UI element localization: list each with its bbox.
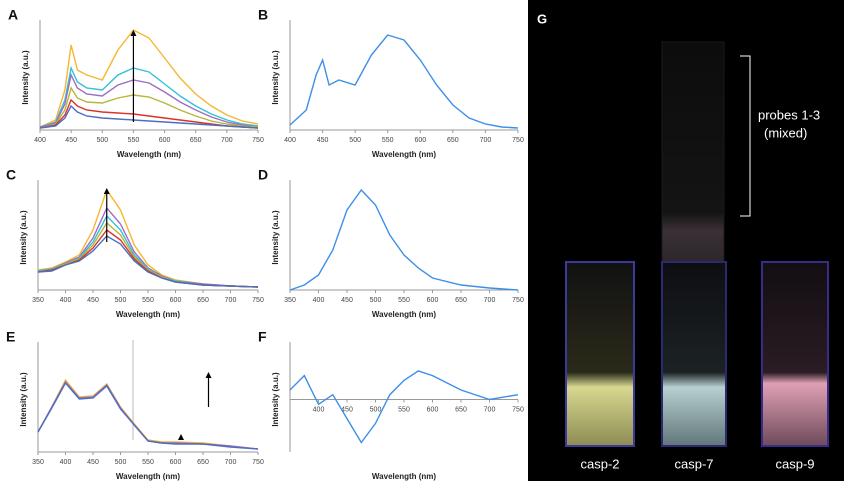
x-tick-label: 650 <box>197 297 209 304</box>
x-tick-label: 350 <box>32 459 44 466</box>
spectrum-line <box>37 381 259 450</box>
y-axis-label: Intensity (a.u.) <box>271 210 280 265</box>
x-tick-label: 550 <box>382 137 394 144</box>
x-tick-label: 500 <box>349 137 361 144</box>
x-tick-label: 700 <box>225 459 237 466</box>
y-axis-label: Intensity (a.u.) <box>19 210 28 265</box>
x-tick-label: 550 <box>398 406 410 413</box>
arrow-head <box>178 434 184 440</box>
spectrum-line <box>37 206 259 288</box>
x-axis-label: Wavelength (nm) <box>372 472 436 481</box>
x-tick-label: 550 <box>142 297 154 304</box>
x-tick-label: 700 <box>225 297 237 304</box>
panel-label: D <box>258 167 268 183</box>
x-tick-label: 500 <box>370 406 382 413</box>
spectrum-line <box>289 188 519 291</box>
y-axis-label: Intensity (a.u.) <box>21 50 30 105</box>
panel-label: C <box>6 167 16 183</box>
arrow-head <box>205 372 212 378</box>
x-tick-label: 600 <box>427 297 439 304</box>
cuvette <box>565 261 635 447</box>
x-tick-label: 550 <box>142 459 154 466</box>
x-tick-label: 600 <box>159 137 171 144</box>
y-axis-label: Intensity (a.u.) <box>271 50 280 105</box>
caption: casp-9 <box>775 456 814 471</box>
x-tick-label: 750 <box>512 137 524 144</box>
panel-label: F <box>258 329 267 345</box>
x-tick-label: 350 <box>284 297 296 304</box>
x-axis-label: Wavelength (nm) <box>117 150 181 159</box>
x-tick-label: 650 <box>455 297 467 304</box>
cuvette <box>661 41 725 305</box>
x-tick-label: 650 <box>190 137 202 144</box>
x-tick-label: 500 <box>370 297 382 304</box>
x-tick-label: 400 <box>60 459 72 466</box>
arrow-head <box>103 188 110 194</box>
x-tick-label: 750 <box>512 406 524 413</box>
cuvette <box>761 261 829 447</box>
x-tick-label: 450 <box>87 459 99 466</box>
x-axis-label: Wavelength (nm) <box>372 150 436 159</box>
x-tick-label: 350 <box>32 297 44 304</box>
x-tick-label: 450 <box>341 297 353 304</box>
x-tick-label: 450 <box>317 137 329 144</box>
x-tick-label: 600 <box>170 459 182 466</box>
x-tick-label: 400 <box>313 406 325 413</box>
y-axis-label: Intensity (a.u.) <box>19 372 28 427</box>
x-axis-label: Wavelength (nm) <box>116 472 180 481</box>
x-tick-label: 600 <box>414 137 426 144</box>
caption: casp-2 <box>580 456 619 471</box>
x-tick-label: 400 <box>34 137 46 144</box>
x-tick-label: 550 <box>398 297 410 304</box>
x-tick-label: 650 <box>447 137 459 144</box>
x-tick-label: 550 <box>128 137 140 144</box>
caption: casp-7 <box>674 456 713 471</box>
x-tick-label: 400 <box>284 137 296 144</box>
spectrum-line <box>37 214 259 288</box>
spectrum-line <box>37 221 259 288</box>
panel-label: A <box>8 7 18 23</box>
spectrum-line <box>289 370 519 444</box>
x-tick-label: 400 <box>313 297 325 304</box>
x-tick-label: 750 <box>252 297 264 304</box>
x-tick-label: 700 <box>221 137 233 144</box>
spectrum-line <box>39 104 259 129</box>
x-tick-label: 450 <box>87 297 99 304</box>
spectrum-line <box>37 235 259 288</box>
spectrum-line <box>289 34 519 129</box>
x-tick-label: 600 <box>170 297 182 304</box>
x-tick-label: 750 <box>252 459 264 466</box>
panel-label: G <box>537 11 547 26</box>
x-tick-label: 450 <box>65 137 77 144</box>
x-tick-label: 500 <box>115 459 127 466</box>
bracket <box>740 55 751 217</box>
x-tick-label: 700 <box>480 137 492 144</box>
x-axis-label: Wavelength (nm) <box>372 310 436 319</box>
bracket-text: probes 1-3 <box>758 107 820 122</box>
x-tick-label: 750 <box>252 137 264 144</box>
x-tick-label: 500 <box>115 297 127 304</box>
x-tick-label: 650 <box>455 406 467 413</box>
x-tick-label: 400 <box>60 297 72 304</box>
x-tick-label: 600 <box>427 406 439 413</box>
panel-label: B <box>258 7 268 23</box>
x-tick-label: 450 <box>341 406 353 413</box>
x-tick-label: 750 <box>512 297 524 304</box>
panel-label: E <box>6 329 15 345</box>
x-tick-label: 500 <box>96 137 108 144</box>
x-tick-label: 650 <box>197 459 209 466</box>
x-tick-label: 700 <box>484 297 496 304</box>
x-tick-label: 700 <box>484 406 496 413</box>
y-axis-label: Intensity (a.u.) <box>271 372 280 427</box>
cuvette <box>661 261 727 447</box>
x-axis-label: Wavelength (nm) <box>116 310 180 319</box>
arrow-head <box>130 30 137 36</box>
spectrum-line <box>39 29 259 128</box>
bracket-text: (mixed) <box>764 125 807 140</box>
